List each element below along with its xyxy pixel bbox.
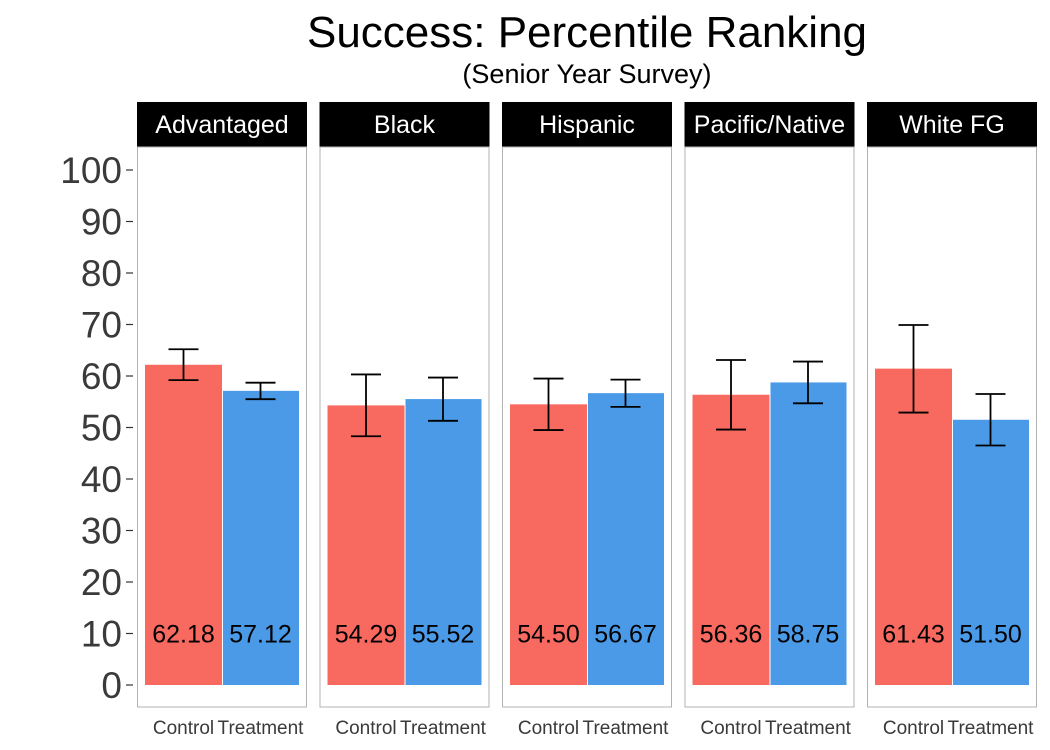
value-label: 56.36 <box>700 621 763 649</box>
facet-panel: Hispanic 54.50 Control 56.67 Treatment <box>502 102 672 739</box>
y-tick-label: 20 <box>81 562 122 603</box>
facet-strip-label: Black <box>374 111 436 139</box>
y-tick-label: 30 <box>81 511 122 552</box>
bar-treatment <box>405 399 482 685</box>
facet-strip-label: Hispanic <box>539 111 635 139</box>
bar-treatment <box>953 419 1029 685</box>
y-tick-label: 80 <box>81 253 122 294</box>
x-tick-label: Control <box>518 718 579 739</box>
value-label: 51.50 <box>959 621 1022 649</box>
value-label: 58.75 <box>777 621 840 649</box>
panel-border <box>137 146 307 708</box>
y-tick-label: 70 <box>81 305 122 346</box>
y-tick-label: 60 <box>81 356 122 397</box>
error-bar <box>716 359 746 431</box>
x-tick-label: Control <box>700 718 761 739</box>
chart-subtitle: (Senior Year Survey) <box>462 59 711 89</box>
facet-strip <box>319 102 490 147</box>
value-label: 56.67 <box>594 621 657 649</box>
y-tick-label: 50 <box>81 408 122 449</box>
bar-treatment <box>588 393 664 685</box>
facet-strip-label: Advantaged <box>155 111 288 139</box>
x-tick-label: Treatment <box>765 718 852 739</box>
x-tick-label: Control <box>883 718 944 739</box>
x-tick-label: Control <box>335 718 396 739</box>
y-tick-label: 40 <box>81 459 122 500</box>
facet-strip <box>684 102 855 147</box>
bar-control <box>875 368 952 685</box>
facet-strip <box>502 102 672 147</box>
error-bar <box>533 377 564 431</box>
panel-border <box>867 146 1037 708</box>
error-bar <box>428 376 458 422</box>
bar-control <box>145 364 222 685</box>
y-tick-label: 0 <box>101 665 122 706</box>
error-bar <box>898 324 929 414</box>
panel-border <box>684 146 855 708</box>
value-label: 57.12 <box>229 621 292 649</box>
panel-border <box>502 146 672 708</box>
value-label: 55.52 <box>412 621 475 649</box>
facet-panels: Advantaged62.18Control57.12TreatmentBlac… <box>137 102 1037 739</box>
value-label: 54.29 <box>335 621 398 649</box>
bar-treatment <box>770 382 847 685</box>
facet-strip <box>137 102 307 147</box>
x-tick-label: Treatment <box>948 718 1035 739</box>
facet-strip-label: White FG <box>899 111 1005 139</box>
error-bar <box>168 348 199 382</box>
bar-control <box>692 394 770 685</box>
facet-strip <box>867 102 1037 147</box>
y-tick-label: 10 <box>81 614 122 655</box>
error-bar <box>351 373 381 438</box>
bar-control <box>510 404 587 685</box>
value-label: 54.50 <box>517 621 580 649</box>
value-label: 61.43 <box>882 621 945 649</box>
value-label: 62.18 <box>152 621 215 649</box>
bar-treatment <box>223 390 299 685</box>
x-tick-label: Treatment <box>583 718 670 739</box>
y-tick-label: 90 <box>81 202 122 243</box>
error-bar <box>793 360 823 405</box>
y-axis: 0 10 20 30 40 50 60 70 80 90 100 <box>60 150 133 706</box>
chart-title: Success: Percentile Ranking <box>307 8 867 57</box>
facet-strip-label: Pacific/Native <box>694 111 845 139</box>
facet-panel: Pacific/Native 56.36 Control 58.75 Treatment <box>684 102 855 739</box>
x-tick-label: Treatment <box>400 718 487 739</box>
y-tick-label: 100 <box>60 150 122 191</box>
facet-panel: White FG 61.43 Control 51.50 Treatment <box>867 102 1037 739</box>
error-bar <box>245 381 276 401</box>
x-tick-label: Control <box>153 718 214 739</box>
panel-border <box>319 146 490 708</box>
error-bar <box>610 378 641 408</box>
x-tick-label: Treatment <box>218 718 305 739</box>
facet-panel: Advantaged 62.18 Control 57.12 Treatment <box>137 102 307 739</box>
facet-panel: Black 54.29 Control 55.52 Treatment <box>319 102 490 739</box>
error-bar <box>975 393 1006 447</box>
bar-control <box>327 405 405 685</box>
